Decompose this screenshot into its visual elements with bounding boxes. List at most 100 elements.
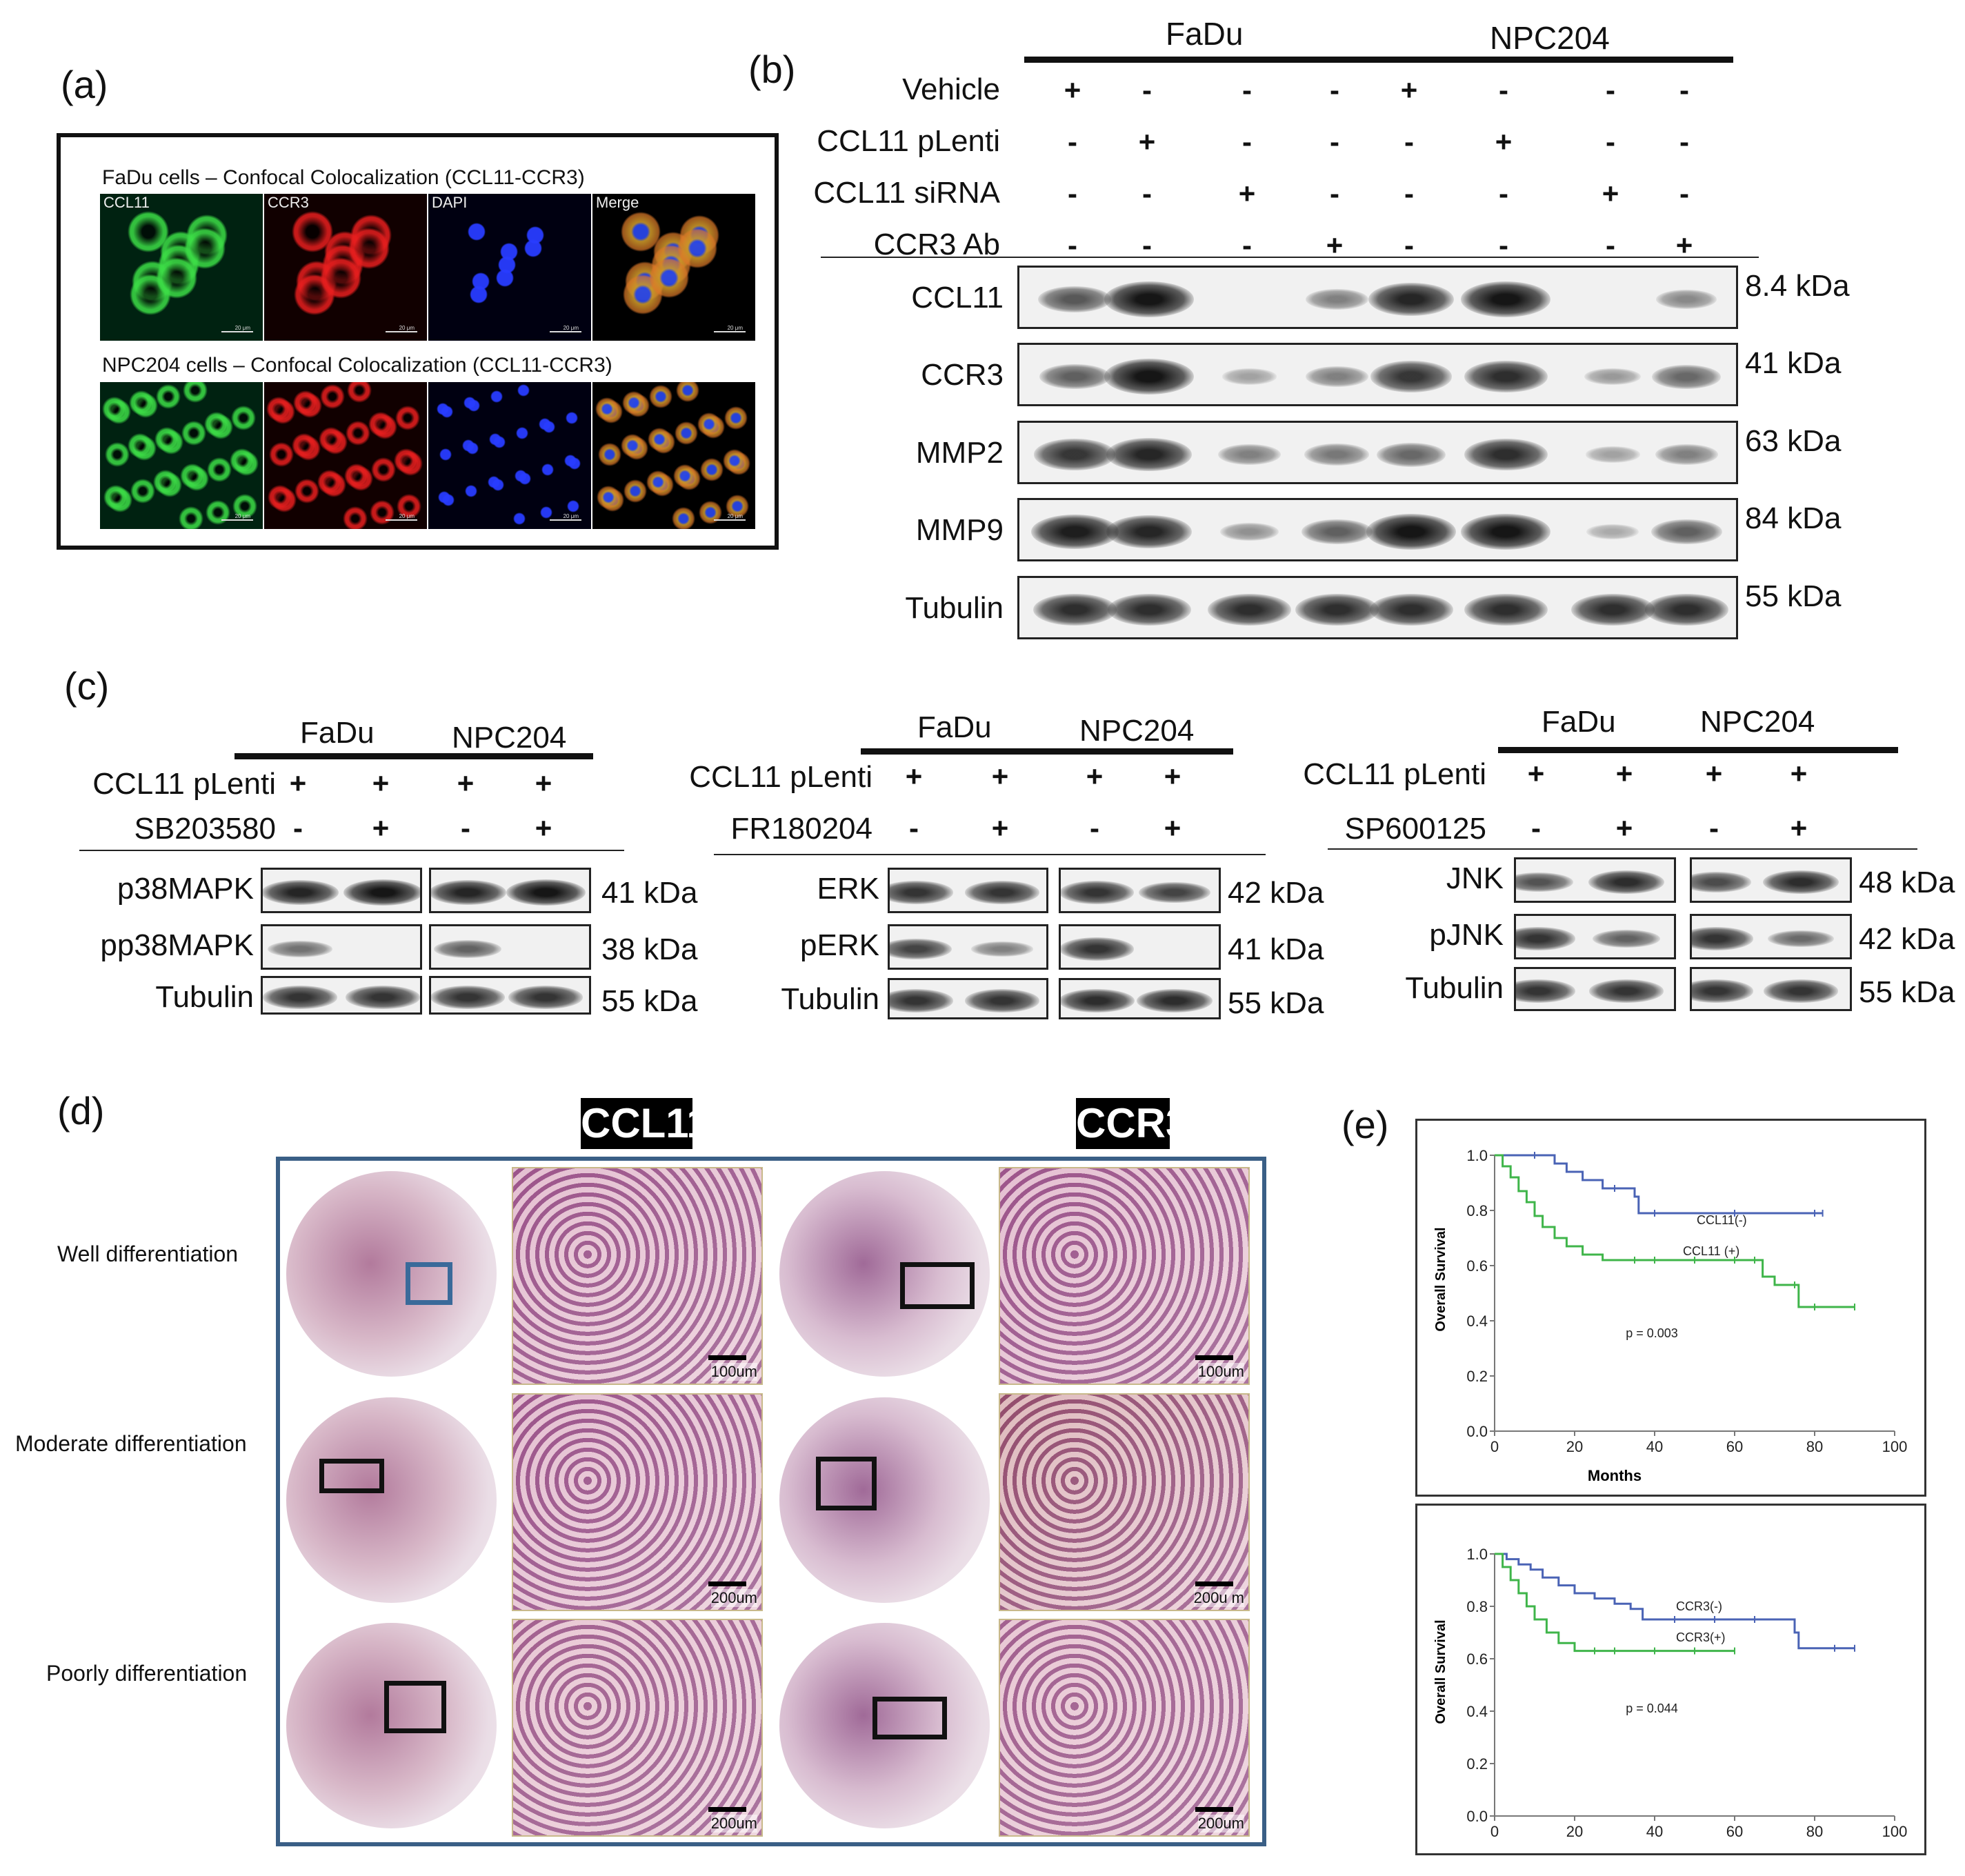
band: [343, 879, 420, 906]
b-divider: [821, 257, 1759, 258]
b-sign: +: [1400, 74, 1418, 106]
ihc-zoom-panel: 200u m: [999, 1393, 1250, 1611]
ihc-scale-bar: [1195, 1355, 1233, 1360]
c-group-bar: [1498, 747, 1898, 753]
ihc-scale-bar: [708, 1807, 746, 1812]
c-sign: -: [293, 812, 303, 844]
c-group-fadu: FaDu: [917, 710, 992, 744]
km-curve-1: [1495, 1553, 1735, 1653]
ihc-scale-bar: [1195, 1581, 1233, 1586]
c-blot-box: [1514, 857, 1676, 903]
b-sign: -: [1068, 229, 1077, 261]
c-sign: -: [1709, 812, 1719, 844]
c-sign: +: [289, 767, 307, 799]
c-sign: +: [1615, 812, 1633, 844]
band: [1586, 524, 1639, 539]
b-sign: -: [1068, 177, 1077, 210]
fadu-confocal-row: CCL11 20 μm CCR3 20 μm DAPI 20 μm Merge 20 μm: [100, 194, 755, 341]
x-tick-label: 80: [1806, 1438, 1823, 1455]
band: [1104, 359, 1194, 395]
y-tick-label: 0.4: [1466, 1313, 1488, 1330]
c-sign: +: [535, 767, 552, 799]
c-sign: +: [1615, 757, 1633, 790]
b-sign: -: [1679, 74, 1689, 106]
d-header-ccr3: CCR3: [1076, 1098, 1188, 1149]
scale-bar-label: 20 μm: [235, 513, 250, 519]
band: [1461, 281, 1550, 317]
c-group-npc204: NPC204: [1079, 714, 1195, 748]
scale-bar-label: 20 μm: [399, 513, 415, 519]
c-row-kda: 41 kDa: [601, 876, 698, 910]
roi-box: [900, 1262, 975, 1309]
x-axis-label: Months: [1588, 1852, 1642, 1853]
c-blot-box: [888, 924, 1048, 970]
band: [1377, 442, 1446, 467]
b-blot-tubulin: [1017, 576, 1738, 639]
c-sign: +: [457, 767, 475, 799]
y-tick-label: 0.4: [1466, 1703, 1488, 1720]
band: [1461, 514, 1550, 550]
tma-core: [779, 1171, 990, 1377]
c-blot-box: [1059, 868, 1221, 913]
ihc-scale-label: 100um: [1197, 1363, 1244, 1381]
c-treat2-label: FR180204: [730, 812, 872, 846]
band: [1652, 364, 1721, 389]
ihc-scale-label: 200um: [710, 1815, 757, 1833]
ihc-zoom-panel: 200um: [512, 1393, 763, 1611]
tma-core: [779, 1623, 990, 1828]
b-sign: -: [1330, 74, 1339, 106]
x-tick-label: 100: [1882, 1823, 1908, 1840]
c-sign: -: [461, 812, 470, 844]
scale-bar-label: 20 μm: [235, 325, 250, 331]
band: [1650, 519, 1722, 545]
scale-bar: [221, 519, 253, 521]
c-blot-box: [261, 976, 422, 1015]
b-sign: +: [1602, 177, 1619, 210]
y-tick-label: 0.2: [1466, 1755, 1488, 1773]
scale-bar: [550, 331, 581, 332]
band: [890, 938, 952, 960]
x-tick-label: 20: [1566, 1823, 1583, 1840]
scale-bar: [221, 331, 253, 332]
ihc-scale-bar: [708, 1581, 746, 1586]
b-sign: -: [1142, 74, 1152, 106]
band: [965, 989, 1039, 1012]
c-divider: [1328, 848, 1917, 850]
b-sign: -: [1499, 229, 1508, 261]
roi-box: [872, 1697, 947, 1739]
series-label: CCR3(-): [1676, 1599, 1722, 1613]
c-sign: +: [991, 812, 1009, 844]
b-sign: -: [1404, 229, 1414, 261]
c-group-fadu: FaDu: [300, 716, 375, 750]
scale-bar: [550, 519, 581, 521]
band: [1464, 438, 1548, 471]
km-chart-ccr3: 0 20 40 60 80 100 0.0 0.2 0.4 0.6 0.8 1.0 Months Over…: [1415, 1504, 1926, 1855]
band: [1219, 522, 1279, 541]
band: [1061, 881, 1134, 904]
band: [1106, 515, 1192, 549]
c-blot-box: [1690, 914, 1852, 959]
x-tick-label: 80: [1806, 1823, 1823, 1840]
c-row-label: pERK: [800, 928, 879, 962]
b-blot-mmp9: [1017, 498, 1738, 561]
b-group-bar: [1024, 57, 1733, 63]
c-row-kda: 55 kDa: [1859, 975, 1955, 1009]
x-axis-label: Months: [1588, 1467, 1642, 1484]
b-blot-ccl11: [1017, 266, 1738, 329]
c-row-label: Tubulin: [155, 980, 254, 1014]
b-blot-kda: 55 kDa: [1745, 579, 1842, 613]
band: [1061, 988, 1135, 1013]
tma-core: [286, 1171, 497, 1377]
b-sign: -: [1679, 177, 1689, 210]
c-row-kda: 42 kDa: [1859, 922, 1955, 956]
ihc-scale-bar: [708, 1355, 746, 1360]
band: [1768, 930, 1834, 948]
km-ccl11-svg: 0 20 40 60 80 100 0.0 0.2 0.4 0.6 0.8 1.0 Months Over…: [1433, 1147, 1907, 1484]
b-sign: -: [1330, 126, 1339, 158]
fadu-row-channel-2: DAPI 20 μm: [428, 194, 591, 341]
ihc-scale-label: 200um: [1197, 1815, 1244, 1833]
b-group-fadu: FaDu: [1166, 16, 1244, 52]
b-blot-label: CCR3: [921, 358, 1004, 392]
y-tick-label: 1.0: [1466, 1546, 1488, 1563]
ihc-scale-bar: [1195, 1807, 1233, 1812]
